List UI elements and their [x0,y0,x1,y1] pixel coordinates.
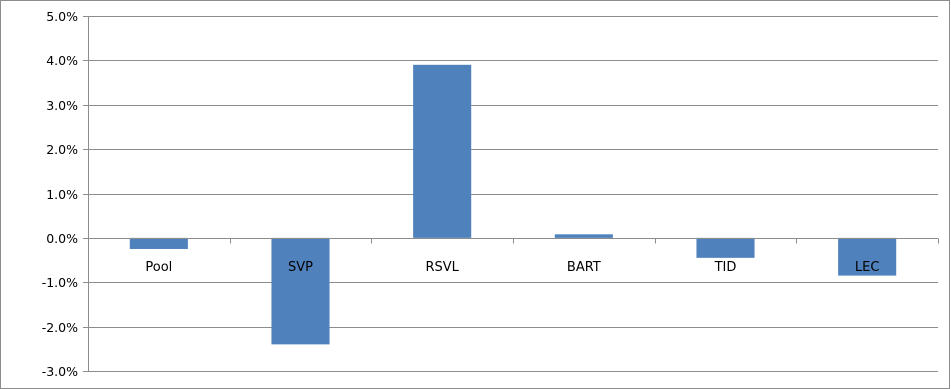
bar-svp [271,237,330,345]
gridlines [88,16,938,372]
y-tick-label: 4.0% [46,53,78,68]
category-label: TID [714,260,737,275]
category-label: SVP [288,260,313,275]
x-axis [88,238,939,244]
bar-lec [838,237,897,276]
y-tick-label: -1.0% [42,275,78,290]
bar-bart [554,234,613,238]
category-label: RSVL [425,260,459,275]
bar-tid [696,237,755,258]
y-tick-label: 3.0% [46,98,78,113]
y-tick-label: 2.0% [46,142,78,157]
bar-rsvl [413,64,472,238]
y-tick-label: 5.0% [46,9,78,24]
y-tick-label: 1.0% [46,187,78,202]
category-labels: Pool SVP RSVL BART TID LEC [145,260,879,275]
y-axis: 5.0% 4.0% 3.0% 2.0% 1.0% 0.0% -1.0% -2.0% -3.0% [42,9,89,379]
bars [129,64,897,345]
y-tick-label: -3.0% [42,364,78,379]
category-label: Pool [145,260,172,275]
y-tick-label: 0.0% [46,231,78,246]
y-tick-label: -2.0% [42,320,78,335]
bar-pool [129,237,188,249]
category-label: BART [567,260,601,275]
category-label: LEC [855,260,880,275]
